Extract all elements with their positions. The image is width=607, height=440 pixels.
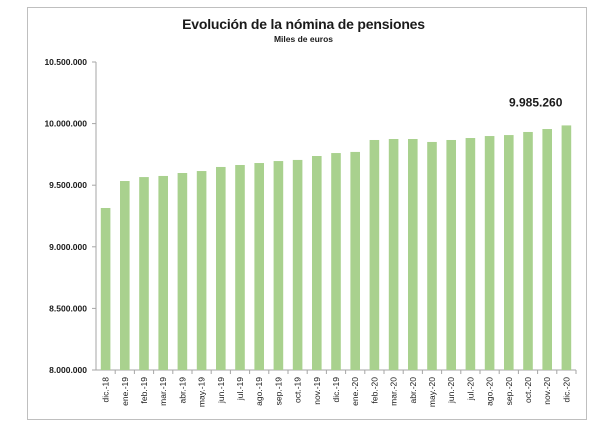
x-tick-label: ago.-20 xyxy=(485,377,495,406)
bar-sep.-20 xyxy=(504,135,514,370)
y-tick-label: 9.500.000 xyxy=(49,180,87,190)
x-tick-label: ene.-20 xyxy=(350,377,360,406)
bar-dic.-20 xyxy=(561,125,572,370)
x-tick-label: jul.-19 xyxy=(235,377,245,401)
x-axis: dic.-18 ene.-19 feb.-19 mar.-19 abr.-19 may.-… xyxy=(96,369,577,407)
x-tick-label: oct.-20 xyxy=(523,377,533,403)
x-tick-label: oct.-19 xyxy=(293,377,303,403)
bar-nov.-20 xyxy=(542,129,552,370)
bars xyxy=(100,125,572,370)
x-tick-label: dic.-18 xyxy=(101,377,111,403)
y-tick-label: 10.500.000 xyxy=(44,57,87,67)
x-tick-label: jun.-20 xyxy=(446,377,456,404)
bar-may.-19 xyxy=(196,171,207,370)
x-tick-label: nov.-20 xyxy=(542,377,552,405)
x-tick-label: dic.-19 xyxy=(331,377,341,403)
bar-feb.-19 xyxy=(139,177,149,370)
bar-jul.-19 xyxy=(235,164,245,370)
bar-oct.-19 xyxy=(292,159,303,370)
data-label: 9.985.260 xyxy=(509,95,563,109)
bar-mar.-20 xyxy=(388,139,399,370)
x-tick-label: may.-20 xyxy=(427,377,437,407)
x-tick-label: abr.-20 xyxy=(408,377,418,404)
x-tick-label: mar.-19 xyxy=(158,377,168,406)
x-tick-label: ago.-19 xyxy=(254,377,264,406)
bar-dic.-19 xyxy=(331,153,341,370)
bar-ago.-19 xyxy=(254,163,264,370)
bar-abr.-19 xyxy=(177,173,188,370)
bar-may.-20 xyxy=(427,141,437,370)
bar-nov.-19 xyxy=(312,156,322,370)
chart-title: Evolución de la nómina de pensiones xyxy=(182,16,425,32)
y-tick-label: 9.000.000 xyxy=(49,242,87,252)
x-tick-label: nov.-19 xyxy=(312,377,322,405)
bar-jun.-20 xyxy=(446,139,456,370)
x-tick-label: mar.-20 xyxy=(389,377,399,406)
x-tick-label: sep.-19 xyxy=(273,377,283,406)
x-tick-label: feb.-20 xyxy=(369,377,379,404)
bar-ene.-20 xyxy=(350,151,360,370)
bar-mar.-19 xyxy=(158,175,168,370)
y-tick-label: 8.000.000 xyxy=(49,365,87,375)
data-labels: 9.985.260 xyxy=(509,95,563,109)
x-tick-label: dic.-20 xyxy=(561,377,571,403)
x-tick-label: may.-19 xyxy=(197,377,207,407)
bar-oct.-20 xyxy=(523,131,533,370)
x-tick-label: jun.-19 xyxy=(216,377,226,404)
x-tick-label: abr.-19 xyxy=(177,377,187,404)
bar-ene.-19 xyxy=(120,181,130,370)
chart-subtitle: Miles de euros xyxy=(273,34,334,44)
bar-sep.-19 xyxy=(273,161,284,370)
bar-ago.-20 xyxy=(484,136,495,370)
y-tick-label: 8.500.000 xyxy=(49,303,87,313)
x-tick-label: ene.-19 xyxy=(120,377,130,406)
x-tick-label: jul.-20 xyxy=(465,377,475,401)
y-axis: 8.000.000 8.500.000 9.000.000 9.500.000 10.0… xyxy=(44,57,97,375)
y-tick-label: 10.000.000 xyxy=(44,119,87,129)
bar-jul.-20 xyxy=(465,138,476,370)
bar-feb.-20 xyxy=(369,139,380,370)
bar-jun.-19 xyxy=(216,166,226,370)
x-tick-label: sep.-20 xyxy=(504,377,514,406)
bar-dic.-18 xyxy=(100,207,111,370)
bar-abr.-20 xyxy=(408,139,418,370)
x-tick-label: feb.-19 xyxy=(139,377,149,404)
